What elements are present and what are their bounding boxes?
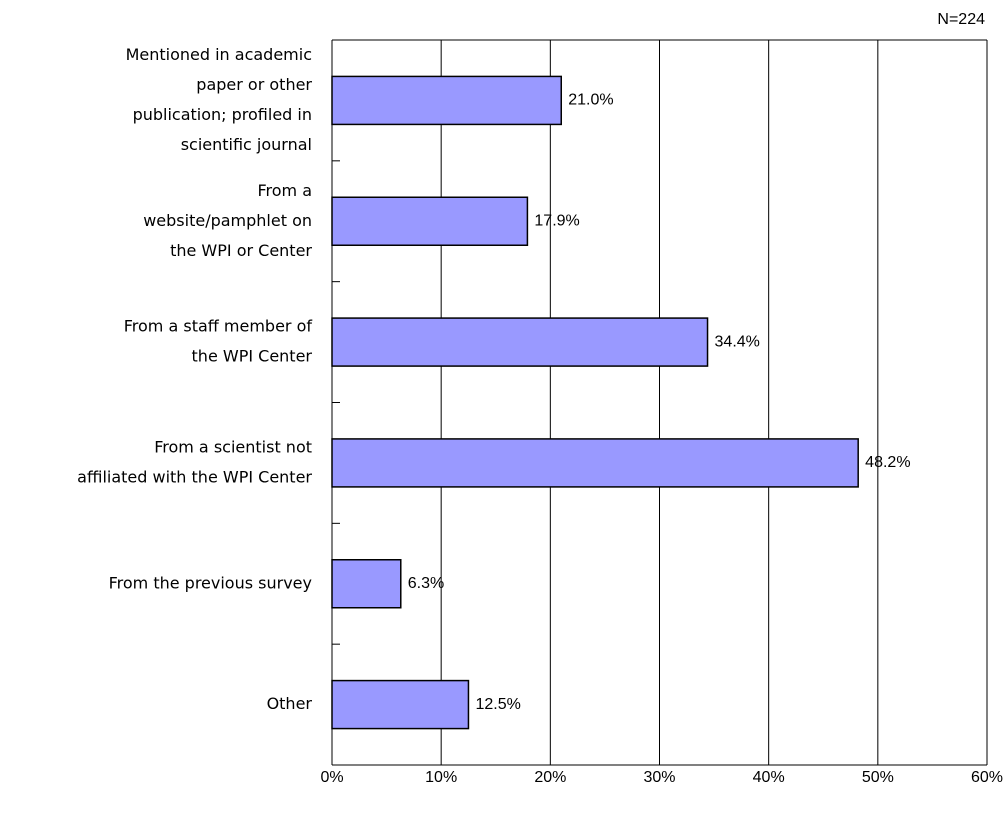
y-tick-label: the WPI Center: [192, 347, 313, 366]
value-label: 48.2%: [865, 454, 910, 471]
bar: [331, 438, 859, 488]
y-tick-label: From the previous survey: [109, 573, 312, 592]
x-tick-label: 30%: [643, 769, 675, 786]
x-tick-label: 10%: [425, 769, 457, 786]
y-tick-label: website/pamphlet on: [143, 211, 312, 230]
y-tick-label: paper or other: [196, 75, 312, 94]
y-tick-label: publication; profiled in: [133, 105, 312, 124]
x-tick-label: 40%: [753, 769, 785, 786]
y-tick-label: Other: [267, 694, 313, 713]
y-tick-label: scientific journal: [181, 135, 312, 154]
y-tick-label: From a staff member of: [124, 317, 313, 336]
value-label: 21.0%: [568, 92, 613, 109]
y-tick-label: the WPI or Center: [170, 241, 312, 260]
bar: [331, 679, 470, 730]
x-tick-label: 20%: [534, 769, 566, 786]
bar: [331, 559, 402, 609]
y-tick-label: From a scientist not: [154, 437, 312, 456]
bar: [331, 317, 709, 367]
value-label: 12.5%: [475, 696, 520, 713]
x-tick-label: 50%: [862, 769, 894, 786]
x-tick-label: 60%: [971, 769, 1003, 786]
x-tick-label: 0%: [320, 769, 343, 786]
sample-size: N=224: [937, 11, 985, 28]
value-label: 17.9%: [534, 212, 579, 229]
y-tick-label: affiliated with the WPI Center: [77, 467, 312, 486]
value-label: 34.4%: [715, 333, 760, 350]
value-label: 6.3%: [408, 575, 444, 592]
bar: [331, 75, 562, 126]
y-tick-label: From a: [257, 181, 312, 200]
bar: [331, 196, 529, 246]
y-tick-label: Mentioned in academic: [126, 45, 312, 64]
